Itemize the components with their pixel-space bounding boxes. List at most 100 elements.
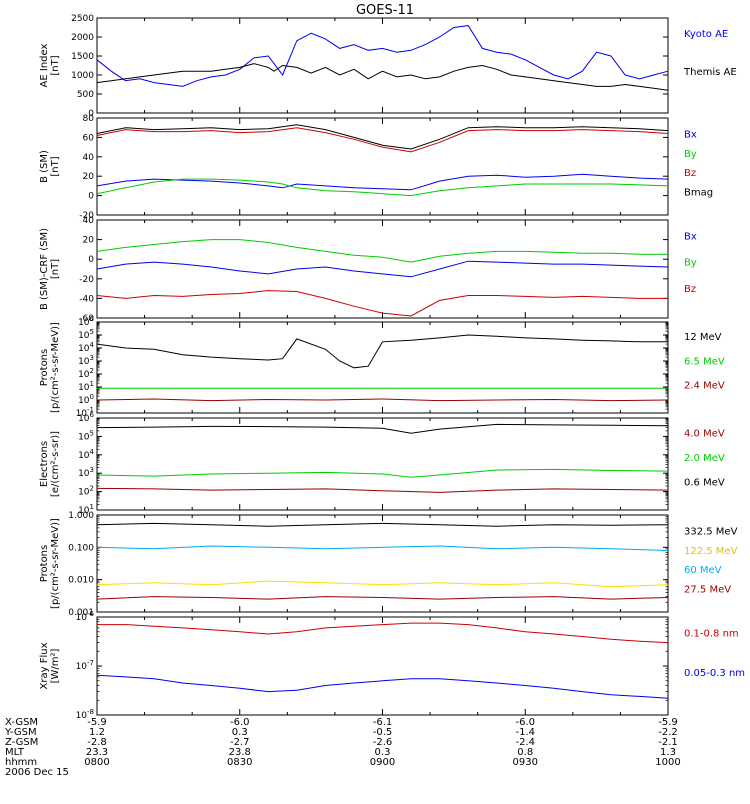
time-axis-table: X-GSMY-GSMZ-GSMMLThhmm-5.91.2-2.823.3080…: [4, 717, 681, 768]
y-tick-label: 102: [78, 485, 94, 498]
series-line-12-mev: [96, 334, 668, 369]
y-tick-label: 105: [78, 328, 94, 341]
axis-row-label: hhmm: [5, 757, 37, 768]
axis-cell-mlt: 0.3: [375, 747, 391, 758]
y-tick-label: 0: [88, 255, 94, 265]
legend-entry: Bz: [684, 168, 696, 179]
axis-cell-y: -0.5: [373, 727, 393, 738]
y-tick-label: 0: [88, 192, 94, 202]
y-tick-label: 104: [78, 341, 94, 354]
y-tick-label: 0.100: [68, 543, 94, 553]
date-label: 2006 Dec 15: [5, 767, 69, 778]
y-tick-label: 20: [83, 172, 95, 182]
legend-entry: Bx: [684, 129, 697, 140]
y-tick-label: 101: [78, 503, 94, 516]
axis-cell-mlt: 23.3: [86, 747, 108, 758]
series-line-0-6-mev: [96, 423, 669, 434]
axis-cell-hhmm: 0800: [84, 757, 109, 768]
y-tick-label: 10-6: [76, 610, 95, 623]
series-line-122-5-mev: [96, 580, 669, 588]
series-line-kyoto-ae: [96, 25, 669, 87]
series-line-2-0-mev: [96, 468, 669, 478]
y-tick-label: 104: [78, 448, 94, 461]
legend-entry: Bz: [684, 284, 696, 295]
legend-entry: 60 MeV: [684, 565, 722, 576]
y-tick-label: 2000: [71, 33, 94, 43]
axis-row-label: Z-GSM: [5, 737, 38, 748]
legend-entry: Bx: [684, 232, 697, 243]
panel-protons_hev: 0.001 0.010 0.100 1.000 Protons[p/(cm²-s-sr-…: [39, 511, 738, 618]
axis-cell-x: -6.1: [373, 717, 393, 728]
series-line-bmag: [96, 124, 669, 150]
series-line-332-5-mev: [96, 522, 669, 527]
axis-cell-z: -2.4: [515, 737, 535, 748]
legend-entry: Bmag: [684, 188, 713, 199]
y-tick-label: 10-1: [76, 406, 94, 419]
legend-entry: 0.05-0.3 nm: [684, 668, 745, 679]
legend-entry: Kyoto AE: [684, 29, 728, 40]
axis-cell-y: -1.4: [515, 727, 535, 738]
y-tick-label: 80: [83, 114, 95, 124]
y-axis-label: Protons[p/(cm²-s-sr-MeV)]: [39, 518, 61, 609]
series-line-bx: [96, 260, 669, 278]
y-tick-label: -20: [79, 211, 94, 221]
y-tick-label: 0.001: [68, 608, 94, 618]
y-tick-label: 2500: [71, 14, 94, 24]
y-tick-label: 1500: [71, 52, 94, 62]
series-line-bx: [96, 173, 669, 191]
axis-cell-x: -5.9: [87, 717, 107, 728]
axis-cell-x: -5.9: [658, 717, 678, 728]
axis-row-label: MLT: [5, 747, 25, 758]
legend-entry: 0.1-0.8 nm: [684, 629, 739, 640]
y-axis-label: B (SM)-CRF (SM)[nT]: [39, 228, 61, 310]
series-line-60-mev: [96, 545, 669, 551]
legend-entry: 27.5 MeV: [684, 585, 731, 596]
axis-cell-y: 0.3: [232, 727, 248, 738]
legend-entry: 2.4 MeV: [684, 381, 725, 392]
series-line-0-1-0-8-nm: [97, 622, 669, 644]
y-tick-label: 101: [78, 380, 94, 393]
legend-entry: 12 MeV: [684, 332, 722, 343]
series-line-themis-ae: [96, 63, 669, 91]
panel-bcrf: -60 -40 -20 0 20 40 B (SM)-CRF (SM)[nT] Bx By Bz: [39, 216, 697, 324]
series-line-4-0-mev: [96, 487, 669, 493]
axis-cell-hhmm: 0830: [227, 757, 252, 768]
legend-entry: By: [684, 149, 697, 160]
y-tick-label: 60: [83, 133, 95, 143]
axis-cell-y: 1.2: [89, 727, 105, 738]
axis-cell-mlt: 0.8: [517, 747, 533, 758]
y-tick-label: 500: [77, 90, 94, 100]
axis-cell-mlt: 23.8: [229, 747, 251, 758]
axis-row-label: X-GSM: [5, 717, 38, 728]
y-tick-label: 10-8: [76, 708, 94, 721]
chart-title: GOES-11: [356, 3, 414, 18]
series-line-bz: [96, 127, 669, 153]
legend-entry: 2.0 MeV: [684, 453, 725, 464]
y-tick-label: 106: [78, 315, 94, 328]
panel-bsm: -20 0 20 40 60 80 B (SM)[nT] Bx By Bz Bmag: [39, 114, 713, 221]
legend-entry: 0.6 MeV: [684, 477, 725, 488]
panel-electrons: 101 102 103 104 105 106 Electrons[e/(cm²-s-sr)…: [39, 411, 725, 516]
y-axis-label: Electrons[e/(cm²-s-sr)]: [39, 431, 61, 497]
panel-ae: 0 500 1000 1500 2000 2500 AE Index[nT] Kyoto AE…: [39, 14, 737, 119]
y-tick-label: 0: [88, 109, 94, 119]
legend-entry: 6.5 MeV: [684, 356, 725, 367]
axis-cell-x: -6.0: [230, 717, 250, 728]
y-tick-label: 105: [78, 429, 94, 442]
axis-cell-z: -2.8: [87, 737, 107, 748]
y-tick-label: 100: [78, 393, 94, 406]
y-axis-label: Xray Flux[W/m²]: [39, 642, 61, 689]
series-line-bz: [96, 290, 668, 317]
y-tick-label: -40: [79, 294, 94, 304]
y-tick-label: 40: [83, 216, 95, 226]
series-line-by: [96, 178, 669, 197]
y-axis-label: AE Index[nT]: [39, 43, 61, 87]
axis-cell-mlt: 1.3: [660, 747, 676, 758]
legend-entry: Themis AE: [683, 67, 737, 78]
legend-entry: 4.0 MeV: [684, 428, 725, 439]
y-axis-label: Protons[p/(cm²-s-sr-MeV)]: [39, 322, 61, 413]
axis-cell-z: -2.6: [373, 737, 393, 748]
series-line-2-4-mev: [96, 398, 669, 402]
